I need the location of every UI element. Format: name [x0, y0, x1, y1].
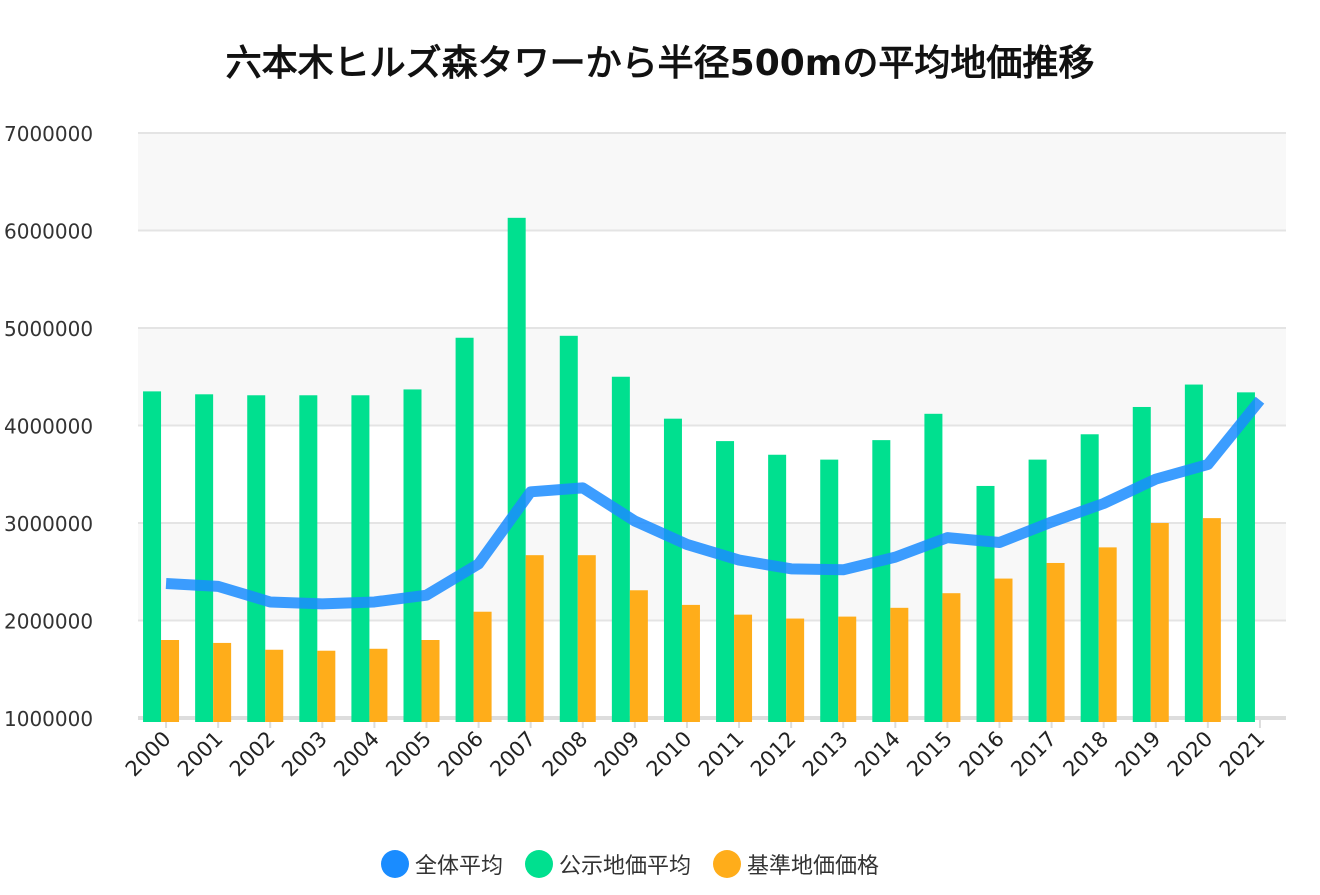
y-tick-label: 1000000	[4, 707, 93, 731]
bar-2002-standard	[265, 649, 284, 722]
legend-swatch-0	[380, 850, 409, 878]
bar-2009-standard	[629, 590, 648, 722]
line-series-average	[165, 396, 1265, 610]
y-tick-label: 2000000	[4, 610, 93, 634]
bar-2014-standard	[890, 607, 909, 722]
grid-band	[138, 328, 1286, 426]
x-tick-label: 2017	[1006, 727, 1061, 782]
bar-2012-public	[768, 454, 787, 722]
bar-2005-public	[403, 389, 422, 722]
x-tick-label: 2016	[954, 727, 1009, 782]
bar-2017-standard	[1046, 562, 1065, 722]
y-tick-label: 5000000	[4, 317, 93, 341]
bar-2007-public	[507, 217, 526, 722]
bar-2021-public	[1236, 392, 1255, 722]
bar-2004-public	[351, 395, 370, 722]
legend-item-1[interactable]: 公示地価平均	[524, 848, 691, 880]
legend-label-1: 公示地価平均	[558, 854, 691, 879]
bar-2014-public	[872, 440, 891, 722]
bar-2007-standard	[525, 555, 544, 722]
x-tick-label: 2011	[694, 727, 749, 782]
bar-2009-public	[611, 376, 630, 722]
x-tick-label: 2005	[381, 727, 436, 782]
bar-2006-standard	[473, 611, 492, 722]
bar-2018-standard	[1098, 547, 1117, 722]
y-tick-label: 4000000	[4, 415, 93, 439]
bar-2005-standard	[421, 640, 440, 722]
legend-item-2[interactable]: 基準地価価格	[713, 848, 879, 880]
bar-2016-standard	[994, 578, 1013, 722]
y-tick-label: 6000000	[4, 220, 93, 244]
bar-2012-standard	[786, 618, 805, 722]
bar-2003-standard	[317, 650, 336, 722]
x-tick-label: 2012	[746, 727, 801, 782]
legend-swatch-1	[524, 850, 553, 878]
x-tick-label: 2021	[1215, 727, 1270, 782]
bar-2015-public	[924, 413, 943, 722]
bar-2010-public	[663, 418, 682, 722]
x-tick-label: 2007	[485, 727, 540, 782]
bar-2018-public	[1080, 434, 1099, 722]
bar-2020-standard	[1202, 518, 1221, 722]
bar-2015-standard	[942, 593, 961, 722]
grid-band	[138, 133, 1286, 231]
legend-swatch-2	[713, 850, 741, 878]
bar-2001-public	[195, 394, 214, 722]
bar-2016-public	[976, 485, 995, 722]
bar-2008-standard	[577, 555, 596, 722]
bar-2020-public	[1184, 384, 1203, 722]
bar-2013-public	[820, 459, 839, 722]
x-tick-label: 2003	[277, 727, 332, 782]
x-tick-label: 2013	[798, 727, 853, 782]
bar-2000-standard	[161, 640, 180, 722]
bar-2000-public	[143, 391, 162, 722]
bar-2001-standard	[213, 642, 232, 722]
x-tick-label: 2001	[173, 727, 228, 782]
y-tick-label: 7000000	[4, 122, 93, 146]
x-tick-label: 2004	[329, 727, 384, 782]
x-tick-label: 2009	[590, 727, 645, 782]
x-tick-label: 2002	[225, 727, 280, 782]
bar-2017-public	[1028, 459, 1047, 722]
bar-2004-standard	[369, 648, 388, 722]
legend-label-2: 基準地価価格	[747, 854, 880, 879]
x-tick-label: 2008	[538, 727, 593, 782]
chart-title: 六本木ヒルズ森タワーから半径500mの平均地価推移	[225, 43, 1095, 84]
bar-2011-standard	[734, 614, 753, 722]
bar-2019-standard	[1150, 523, 1169, 722]
x-tick-label: 2020	[1163, 727, 1218, 782]
legend: 全体平均 公示地価平均 基準地価価格	[0, 848, 1320, 880]
bar-2010-standard	[681, 604, 700, 722]
bar-2006-public	[455, 337, 474, 722]
x-tick-label: 2018	[1058, 727, 1113, 782]
bar-2008-public	[559, 335, 578, 722]
bar-2002-public	[247, 395, 266, 722]
legend-label-0: 全体平均	[414, 854, 503, 879]
bar-2013-standard	[838, 616, 857, 722]
x-tick-label: 2019	[1111, 727, 1166, 782]
x-tick-label: 2014	[850, 727, 905, 782]
bar-2019-public	[1132, 406, 1151, 722]
legend-item-0[interactable]: 全体平均	[380, 848, 503, 880]
y-tick-label: 3000000	[4, 512, 93, 536]
x-tick-label: 2000	[121, 727, 176, 782]
x-tick-label: 2006	[433, 727, 488, 782]
bar-2003-public	[299, 395, 318, 722]
x-tick-label: 2010	[642, 727, 697, 782]
bar-2011-public	[716, 441, 735, 722]
x-tick-label: 2015	[902, 727, 957, 782]
